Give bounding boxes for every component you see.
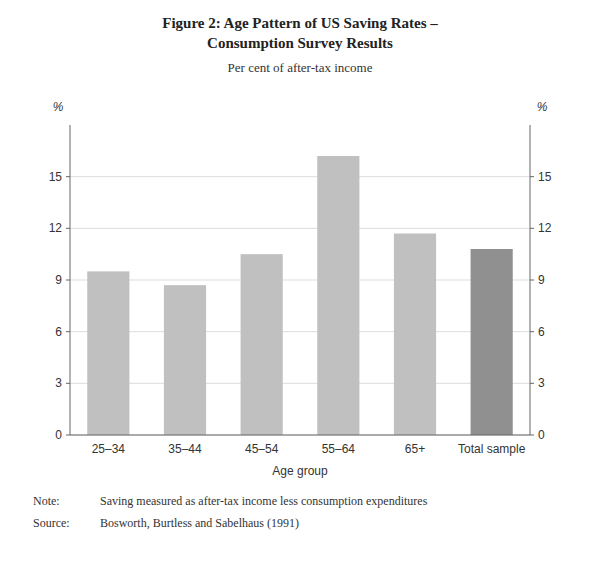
y-tick-label: 15 — [49, 170, 63, 184]
y-tick-label: 0 — [55, 428, 62, 442]
y2-tick — [530, 331, 534, 332]
y2-tick-label: 0 — [538, 428, 545, 442]
y2-tick — [530, 383, 534, 384]
grid-line — [70, 435, 530, 436]
x-tick-label: 65+ — [405, 442, 425, 456]
title: Figure 2: Age Pattern of US Saving Rates… — [162, 15, 438, 31]
x-tick-label: 55–64 — [322, 442, 356, 456]
x-tick-label: 25–34 — [92, 442, 126, 456]
note-label: Source: — [33, 516, 70, 530]
bar — [394, 234, 436, 436]
y2-tick — [530, 280, 534, 281]
y2-tick — [530, 228, 534, 229]
y-axis-label: % — [53, 100, 64, 114]
y2-tick-label: 6 — [538, 325, 545, 339]
y-tick-label: 3 — [55, 376, 62, 390]
bar — [317, 156, 359, 435]
title: Consumption Survey Results — [207, 35, 393, 51]
bar — [164, 285, 206, 435]
bar — [471, 249, 513, 435]
y-tick — [66, 228, 70, 229]
grid-line — [70, 331, 530, 332]
y2-axis-label: % — [537, 100, 548, 114]
y-tick — [66, 331, 70, 332]
note-text: Bosworth, Burtless and Sabelhaus (1991) — [100, 516, 299, 530]
bar — [87, 271, 129, 435]
x-tick-label: 45–54 — [245, 442, 279, 456]
x-axis-line — [70, 435, 530, 436]
grid-line — [70, 176, 530, 177]
y-tick-label: 6 — [55, 325, 62, 339]
chart: Figure 2: Age Pattern of US Saving Rates… — [0, 0, 600, 566]
y2-tick-label: 3 — [538, 376, 545, 390]
y-tick-label: 12 — [49, 221, 63, 235]
y2-tick — [530, 176, 534, 177]
grid-line — [70, 228, 530, 229]
y2-tick — [530, 435, 534, 436]
x-axis-label: Age group — [272, 464, 328, 478]
y2-tick-label: 12 — [538, 221, 552, 235]
y2-tick-label: 9 — [538, 273, 545, 287]
y-tick — [66, 176, 70, 177]
y2-tick-label: 15 — [538, 170, 552, 184]
y-tick — [66, 280, 70, 281]
y-tick — [66, 383, 70, 384]
note-label: Note: — [33, 494, 60, 508]
y-tick-label: 9 — [55, 273, 62, 287]
grid-line — [70, 280, 530, 281]
grid-line — [70, 383, 530, 384]
note-text: Saving measured as after-tax income less… — [100, 494, 428, 508]
x-tick-label: 35–44 — [168, 442, 202, 456]
bar — [241, 254, 283, 435]
bars — [87, 156, 513, 435]
x-tick-label: Total sample — [458, 442, 526, 456]
subtitle: Per cent of after-tax income — [228, 60, 373, 75]
y-tick — [66, 435, 70, 436]
